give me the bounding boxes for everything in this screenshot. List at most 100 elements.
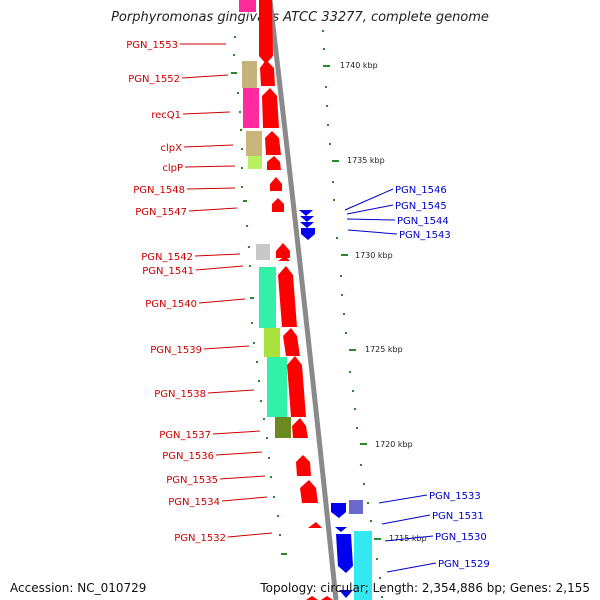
cog-block: [259, 267, 276, 328]
minor-tick: [363, 483, 365, 485]
minor-tick: [268, 457, 270, 459]
tick-mark: [323, 65, 330, 67]
gene-label: PGN_1543: [399, 230, 451, 241]
tick-mark: [341, 254, 348, 256]
minor-tick: [325, 86, 327, 88]
minor-tick: [273, 496, 275, 498]
gene-label: PGN_1544: [397, 216, 449, 227]
minor-tick: [240, 129, 242, 131]
minor-tick: [241, 186, 243, 188]
gene-label: PGN_1538: [154, 389, 206, 400]
minor-tick: [279, 534, 281, 536]
reverse-gene: [336, 534, 353, 573]
tick-marks: [231, 30, 383, 598]
scale-label: 1720 kbp: [375, 440, 413, 449]
minor-tick: [343, 313, 345, 315]
scale-label: 1735 kbp: [347, 156, 385, 165]
minor-tick: [246, 225, 248, 227]
forward-gene: [267, 156, 281, 170]
minor-tick: [333, 199, 335, 201]
reverse-gene: [339, 590, 353, 598]
tick-mark: [349, 349, 356, 351]
minor-tick: [249, 265, 251, 267]
gene-label: clpP: [162, 163, 183, 174]
minor-tick: [370, 520, 372, 522]
gene-label: PGN_1545: [395, 201, 447, 212]
forward-gene: [308, 522, 322, 528]
tick-mark: [360, 443, 367, 445]
minor-tick: [234, 36, 236, 38]
reverse-gene: [300, 222, 314, 228]
reverse-leaders: [344, 188, 437, 573]
minor-tick: [263, 418, 265, 420]
cog-block: [246, 131, 262, 156]
leader-line: [221, 496, 268, 502]
forward-gene: [270, 177, 282, 191]
minor-tick: [327, 124, 329, 126]
gene-label: PGN_1535: [166, 475, 218, 486]
leader-line: [378, 494, 428, 504]
reverse-genes: [299, 210, 353, 598]
forward-gene: [260, 60, 275, 86]
minor-tick: [237, 92, 239, 94]
gene-label: PGN_1536: [162, 451, 214, 462]
minor-tick: [376, 558, 378, 560]
minor-tick: [349, 371, 351, 373]
forward-leaders: [180, 43, 273, 538]
gene-label: recQ1: [151, 110, 181, 121]
minor-tick: [345, 332, 347, 334]
gene-label: clpX: [161, 143, 183, 154]
reverse-gene: [335, 527, 347, 532]
forward-gene: [278, 256, 290, 261]
minor-tick: [256, 361, 258, 363]
minor-tick: [322, 30, 324, 32]
minor-tick: [341, 294, 343, 296]
minor-tick: [354, 408, 356, 410]
gene-label: PGN_1529: [438, 559, 490, 570]
leader-line: [203, 345, 250, 350]
gene-label: PGN_1541: [142, 266, 194, 277]
minor-tick: [323, 48, 325, 50]
cog-block: [267, 357, 287, 417]
gene-label: PGN_1537: [159, 430, 211, 441]
scale-label: 1725 kbp: [365, 345, 403, 354]
leader-line: [188, 207, 238, 212]
minor-tick: [248, 246, 250, 248]
leader-line: [381, 514, 431, 525]
gene-label: PGN_1553: [126, 40, 178, 51]
leader-line: [386, 562, 437, 573]
minor-tick: [326, 105, 328, 107]
minor-tick: [277, 515, 279, 517]
forward-gene: [292, 418, 308, 438]
forward-gene: [272, 198, 284, 212]
minor-tick: [360, 464, 362, 466]
cog-block: [264, 328, 280, 357]
leader-line: [186, 187, 236, 190]
leader-line: [347, 229, 398, 235]
cog-block: [256, 244, 270, 260]
tick-mark: [250, 297, 254, 299]
minor-tick: [356, 427, 358, 429]
leader-line: [184, 165, 236, 168]
forward-gene: [283, 328, 300, 356]
tick-mark: [243, 200, 247, 202]
minor-tick: [332, 181, 334, 183]
cog-blocks: [239, 0, 372, 600]
forward-gene: [278, 266, 297, 327]
tick-mark: [374, 538, 381, 540]
leader-line: [207, 389, 255, 394]
leader-line: [194, 253, 241, 257]
leader-line: [346, 204, 394, 215]
reverse-gene: [299, 210, 313, 216]
cog-block: [349, 500, 363, 514]
leader-line: [182, 111, 231, 115]
cog-block: [242, 61, 257, 88]
forward-genes: [259, 0, 333, 600]
reverse-gene: [301, 228, 315, 240]
gene-label: PGN_1530: [435, 532, 487, 543]
minor-tick: [329, 143, 331, 145]
cog-block: [275, 417, 291, 438]
genome-backbone: [267, 0, 339, 600]
minor-tick: [266, 437, 268, 439]
